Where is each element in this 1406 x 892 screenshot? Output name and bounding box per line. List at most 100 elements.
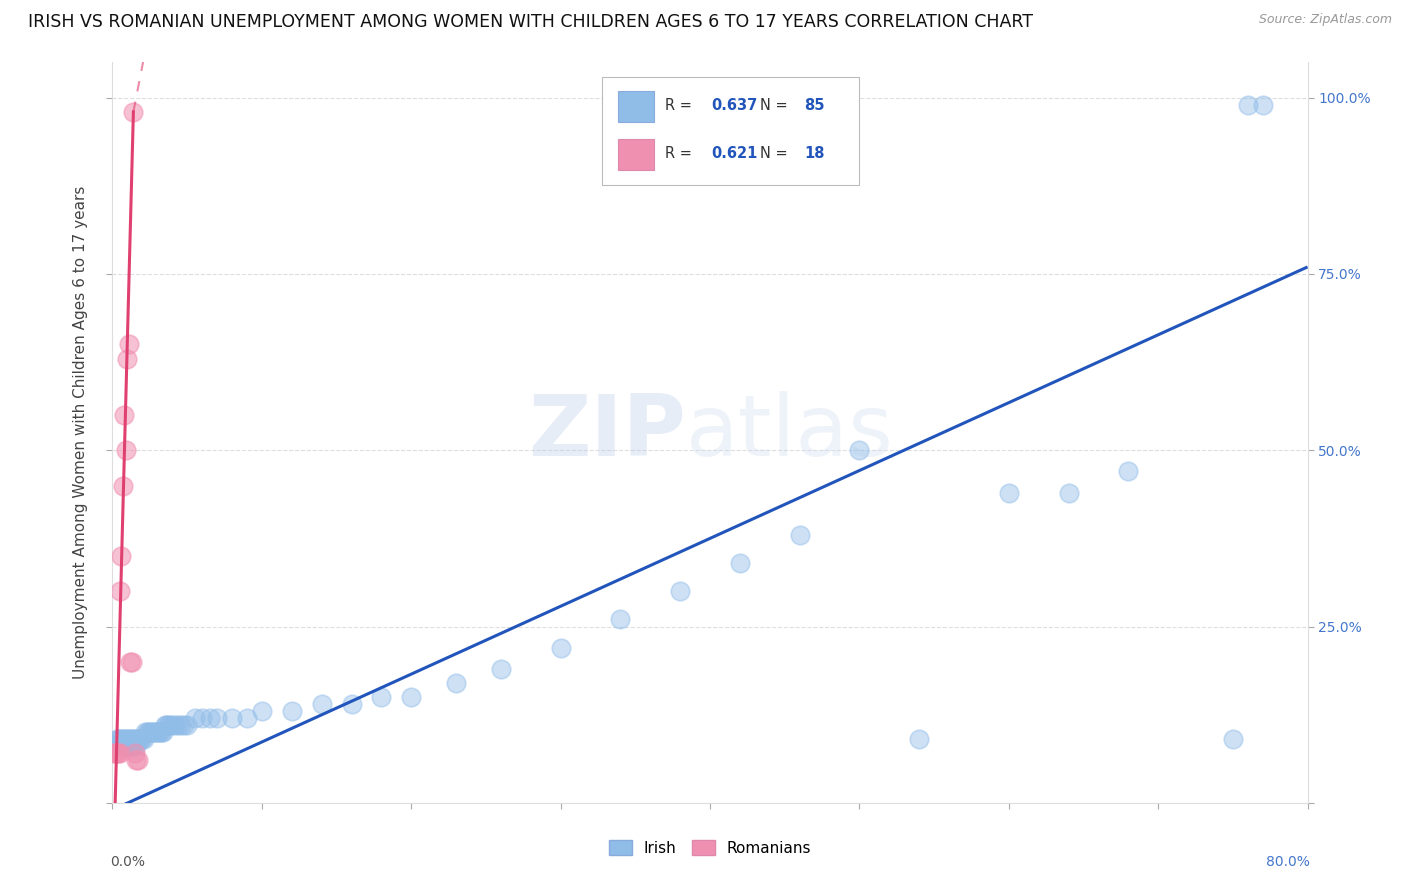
- Point: [143, 725, 166, 739]
- Point: [115, 739, 138, 754]
- Point: [135, 725, 157, 739]
- Point: [107, 732, 129, 747]
- Point: [167, 718, 190, 732]
- Point: [152, 725, 174, 739]
- Point: [107, 747, 129, 761]
- Point: [444, 676, 467, 690]
- Text: IRISH VS ROMANIAN UNEMPLOYMENT AMONG WOMEN WITH CHILDREN AGES 6 TO 17 YEARS CORR: IRISH VS ROMANIAN UNEMPLOYMENT AMONG WOM…: [28, 13, 1033, 31]
- Point: [141, 725, 163, 739]
- Point: [138, 725, 160, 739]
- Point: [125, 754, 148, 768]
- Point: [114, 408, 135, 422]
- Point: [127, 754, 149, 768]
- Point: [489, 662, 512, 676]
- Point: [115, 732, 138, 747]
- Point: [1057, 485, 1080, 500]
- Point: [155, 718, 177, 732]
- Point: [105, 747, 128, 761]
- Point: [107, 739, 129, 754]
- Point: [1237, 97, 1260, 112]
- Point: [110, 739, 132, 754]
- Point: [157, 718, 180, 732]
- Point: [121, 739, 143, 754]
- Point: [609, 612, 631, 626]
- Point: [146, 725, 169, 739]
- Point: [728, 556, 751, 570]
- Point: [125, 732, 148, 747]
- Point: [281, 704, 304, 718]
- Point: [110, 549, 132, 563]
- Text: N =: N =: [761, 98, 793, 113]
- Point: [118, 739, 141, 754]
- Text: 0.621: 0.621: [711, 146, 758, 161]
- Point: [103, 747, 125, 761]
- Point: [120, 739, 142, 754]
- Point: [221, 711, 243, 725]
- Point: [132, 732, 155, 747]
- Text: 0.637: 0.637: [711, 98, 758, 113]
- Point: [148, 725, 170, 739]
- Text: ZIP: ZIP: [529, 391, 686, 475]
- Point: [170, 718, 193, 732]
- Text: 18: 18: [804, 146, 825, 161]
- FancyBboxPatch shape: [619, 91, 654, 121]
- Point: [104, 747, 127, 761]
- FancyBboxPatch shape: [619, 138, 654, 169]
- Point: [134, 725, 156, 739]
- Point: [131, 732, 153, 747]
- Text: 0.0%: 0.0%: [110, 855, 145, 869]
- Text: 80.0%: 80.0%: [1265, 855, 1310, 869]
- Point: [122, 739, 145, 754]
- Point: [111, 478, 134, 492]
- Point: [205, 711, 228, 725]
- Point: [121, 655, 143, 669]
- Point: [105, 739, 128, 754]
- Point: [122, 732, 145, 747]
- Y-axis label: Unemployment Among Women with Children Ages 6 to 17 years: Unemployment Among Women with Children A…: [73, 186, 89, 680]
- Point: [120, 732, 142, 747]
- Point: [198, 711, 221, 725]
- Point: [162, 718, 183, 732]
- Point: [118, 337, 141, 351]
- Point: [340, 697, 363, 711]
- Point: [129, 732, 152, 747]
- Text: R =: R =: [665, 146, 696, 161]
- Point: [142, 725, 165, 739]
- Point: [848, 443, 870, 458]
- Point: [998, 485, 1021, 500]
- Point: [124, 739, 146, 754]
- Point: [156, 718, 179, 732]
- Point: [149, 725, 172, 739]
- Point: [110, 732, 132, 747]
- Point: [122, 104, 145, 119]
- Point: [114, 732, 135, 747]
- Point: [370, 690, 392, 704]
- Point: [117, 732, 139, 747]
- FancyBboxPatch shape: [603, 78, 859, 185]
- Point: [1222, 732, 1244, 747]
- Point: [117, 739, 139, 754]
- Point: [191, 711, 214, 725]
- Point: [108, 584, 131, 599]
- Point: [150, 725, 173, 739]
- Point: [124, 732, 146, 747]
- Point: [115, 443, 138, 458]
- Point: [669, 584, 692, 599]
- Point: [105, 732, 128, 747]
- Point: [236, 711, 259, 725]
- Point: [111, 739, 134, 754]
- Point: [108, 732, 131, 747]
- Point: [121, 732, 143, 747]
- Point: [124, 747, 146, 761]
- Point: [117, 351, 139, 366]
- Point: [173, 718, 195, 732]
- Point: [176, 718, 198, 732]
- Point: [108, 747, 131, 761]
- Point: [145, 725, 167, 739]
- Text: atlas: atlas: [686, 391, 894, 475]
- Point: [139, 725, 162, 739]
- Point: [125, 739, 148, 754]
- Point: [1251, 97, 1274, 112]
- Point: [908, 732, 931, 747]
- Point: [250, 704, 273, 718]
